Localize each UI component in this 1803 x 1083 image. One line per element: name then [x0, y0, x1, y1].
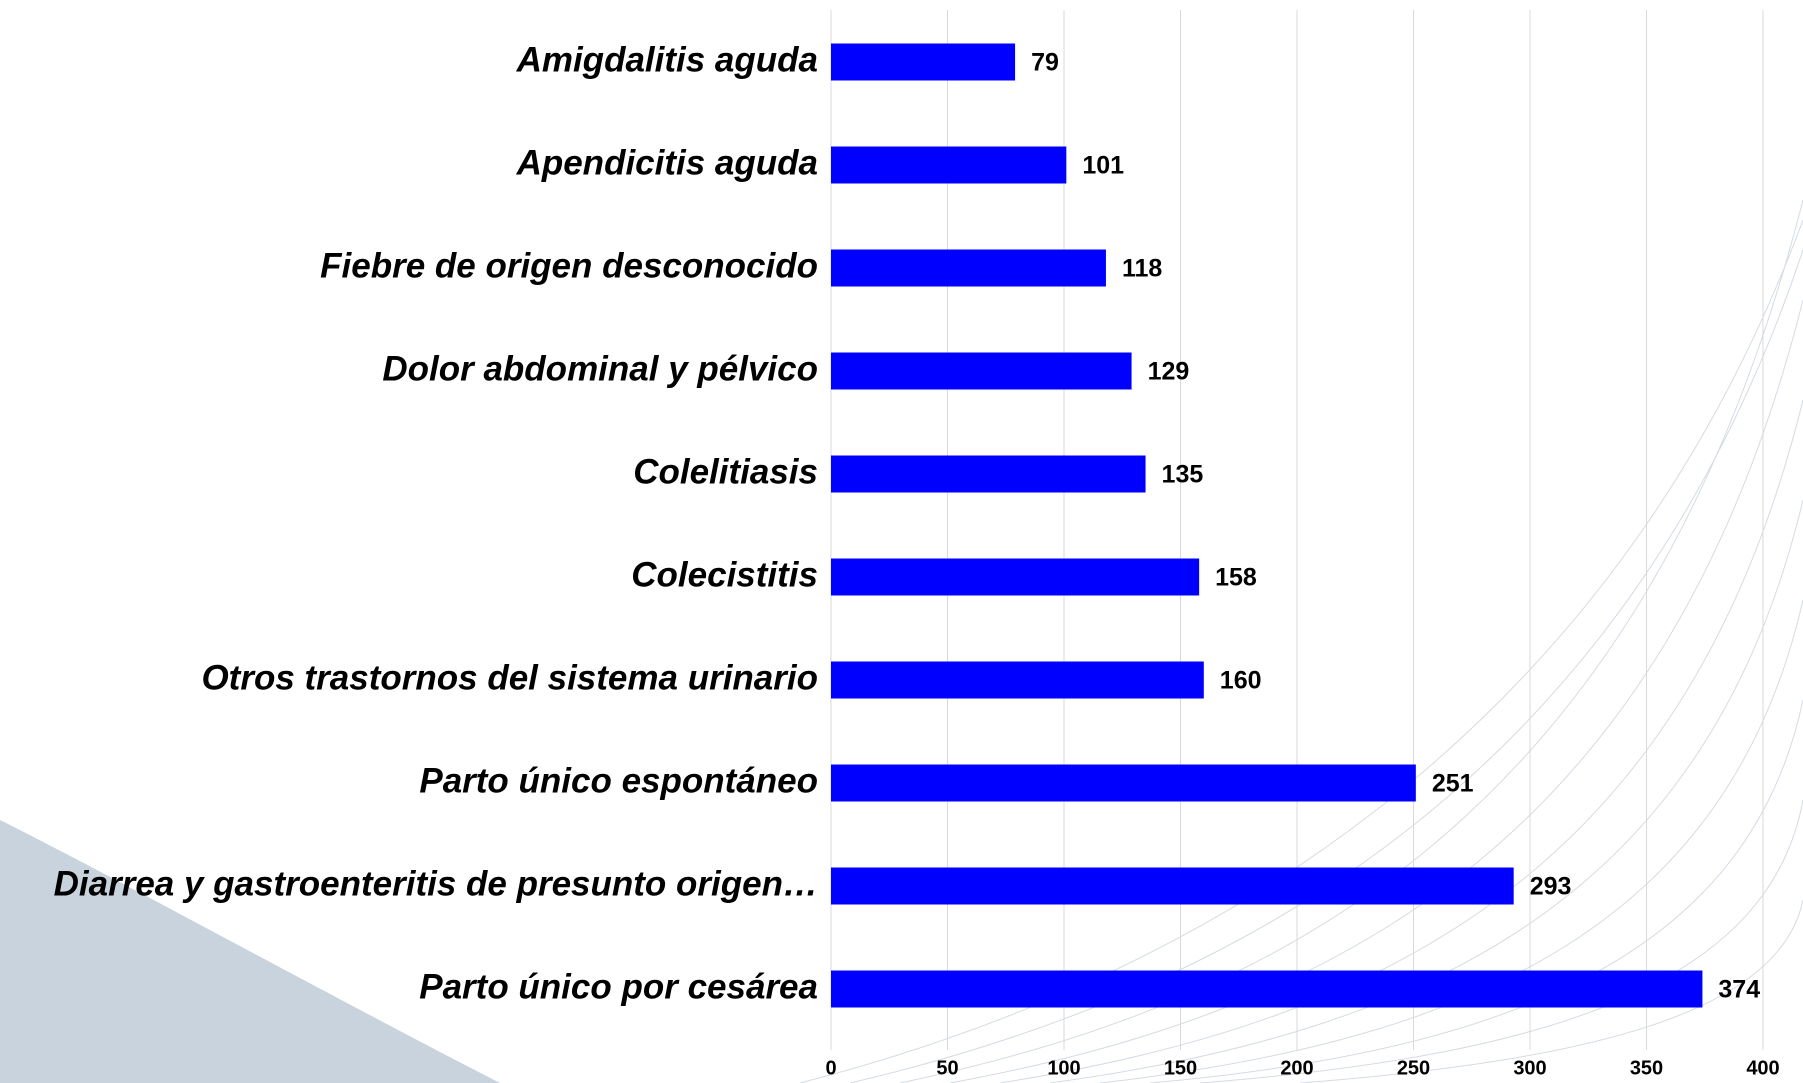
data-label: 101	[1082, 152, 1124, 180]
y-tick-label: Dolor abdominal y pélvico	[382, 349, 818, 388]
x-tick-label: 50	[936, 1057, 958, 1079]
bar	[831, 970, 1703, 1008]
background-decoration	[0, 199, 1803, 1083]
data-label: 293	[1530, 873, 1572, 901]
data-label: 251	[1432, 770, 1474, 798]
data-label: 129	[1148, 358, 1190, 386]
x-tick-label: 300	[1513, 1057, 1546, 1079]
bar	[831, 455, 1146, 493]
data-label: 374	[1718, 976, 1760, 1004]
data-label: 118	[1122, 255, 1162, 283]
bar	[831, 146, 1067, 184]
y-tick-label: Otros trastornos del sistema urinario	[201, 658, 818, 697]
y-tick-label: Parto único espontáneo	[419, 761, 818, 800]
y-tick-label: Amigdalitis aguda	[516, 40, 818, 79]
y-tick-label: Colelitiasis	[633, 452, 818, 491]
x-tick-label: 0	[825, 1057, 836, 1079]
x-tick-label: 100	[1047, 1057, 1080, 1079]
bar	[831, 43, 1016, 81]
data-label: 158	[1215, 564, 1257, 592]
bar	[831, 558, 1200, 596]
y-tick-label: Colecistitis	[631, 555, 818, 594]
data-label: 160	[1220, 667, 1262, 695]
x-tick-label: 400	[1746, 1057, 1779, 1079]
y-tick-label: Apendicitis aguda	[516, 143, 818, 182]
bar	[831, 352, 1132, 390]
x-tick-label: 250	[1397, 1057, 1430, 1079]
x-tick-label: 350	[1630, 1057, 1663, 1079]
x-tick-label: 200	[1280, 1057, 1313, 1079]
data-label: 135	[1162, 461, 1204, 489]
bar	[831, 867, 1514, 905]
bar	[831, 661, 1204, 699]
bar	[831, 764, 1416, 802]
y-tick-label: Parto único por cesárea	[419, 967, 818, 1006]
data-label: 79	[1031, 49, 1059, 77]
bar	[831, 249, 1106, 287]
y-tick-label: Fiebre de origen desconocido	[320, 246, 818, 285]
x-tick-label: 150	[1164, 1057, 1197, 1079]
y-tick-label: Diarrea y gastroenteritis de presunto or…	[54, 864, 818, 903]
